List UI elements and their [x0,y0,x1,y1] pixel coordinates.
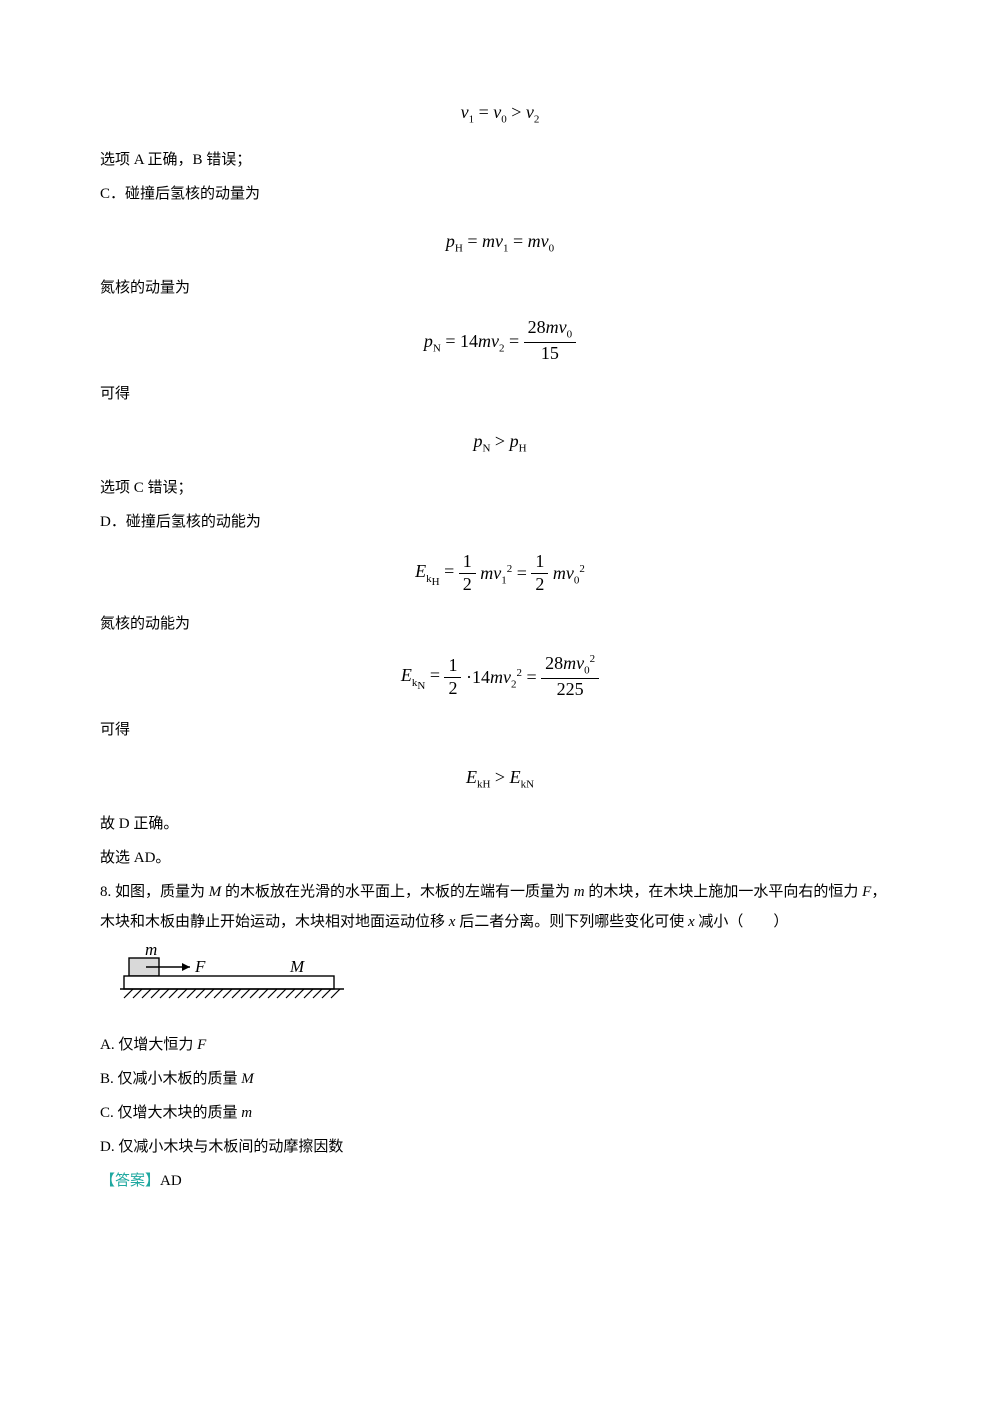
diagram-label-M: M [289,957,305,976]
para-nitrogen-ke: 氮核的动能为 [100,609,900,639]
para-c-intro: C．碰撞后氢核的动量为 [100,179,900,209]
answer-line: 【答案】AD [100,1166,900,1196]
diagram-label-m: m [145,943,157,959]
para-c-wrong: 选项 C 错误； [100,473,900,503]
equation-pN: pN = 14mv2 = 28mv0 15 [100,317,900,364]
para-d-intro: D．碰撞后氢核的动能为 [100,507,900,537]
para-thus-2: 可得 [100,715,900,745]
para-nitrogen-momentum: 氮核的动量为 [100,273,900,303]
equation-v-compare: v1 = v0 > v2 [100,94,900,131]
para-d-correct: 故 D 正确。 [100,809,900,839]
para-thus-1: 可得 [100,379,900,409]
equation-EkN: EkN = 12 ·14mv22 = 28mv02 225 [100,653,900,700]
para-ab-conclusion: 选项 A 正确，B 错误； [100,145,900,175]
equation-EkH: EkH = 12 mv12 = 12 mv02 [100,551,900,595]
answer-value: AD [160,1173,182,1189]
question-8-diagram: m F M [120,943,900,1024]
answer-label: 【答案】 [100,1173,160,1189]
option-b: B. 仅减小木板的质量 M [100,1064,900,1094]
diagram-label-F: F [194,957,206,976]
equation-p-compare: pN > pH [100,423,900,460]
option-d: D. 仅减小木块与木板间的动摩擦因数 [100,1132,900,1162]
option-a: A. 仅增大恒力 F [100,1030,900,1060]
option-c: C. 仅增大木块的质量 m [100,1098,900,1128]
equation-E-compare: EkH > EkN [100,759,900,796]
equation-pH: pH = mv1 = mv0 [100,223,900,260]
para-select-ad: 故选 AD。 [100,843,900,873]
diagram-svg: m F M [120,943,350,1013]
question-8-stem: 8. 如图，质量为 M 的木板放在光滑的水平面上，木板的左端有一质量为 m 的木… [100,877,900,937]
